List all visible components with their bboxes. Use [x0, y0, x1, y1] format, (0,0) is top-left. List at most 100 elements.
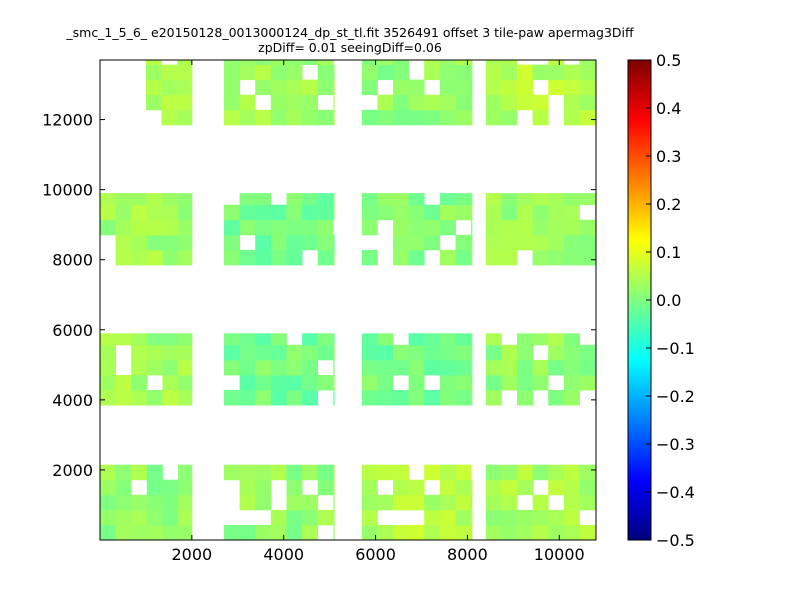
- heatmap-cell: [100, 479, 116, 496]
- heatmap-cell: [286, 64, 303, 81]
- heatmap-cell: [145, 94, 162, 111]
- heatmap-cell: [270, 109, 287, 126]
- heatmap-cell: [501, 464, 518, 481]
- heatmap-cell: [408, 219, 425, 236]
- heatmap-cell: [424, 509, 441, 526]
- heatmap-cell: [286, 494, 303, 511]
- heatmap-cell: [239, 249, 256, 266]
- heatmap-cell: [302, 193, 319, 206]
- heatmap-cell: [563, 509, 580, 526]
- heatmap-cell: [146, 524, 163, 541]
- heatmap-cell: [439, 193, 456, 206]
- heatmap-cell: [424, 464, 441, 481]
- heatmap-cell: [224, 333, 240, 346]
- heatmap-cell: [471, 109, 473, 126]
- heatmap-cell: [255, 359, 272, 376]
- heatmap-cell: [579, 193, 596, 206]
- heatmap-cell: [439, 79, 456, 96]
- heatmap-cell: [485, 60, 502, 65]
- heatmap-cell: [100, 509, 116, 526]
- heatmap-cell: [532, 375, 549, 391]
- heatmap-cell: [424, 234, 441, 251]
- heatmap-cell: [471, 64, 473, 81]
- heatmap-cell: [162, 344, 179, 361]
- heatmap-cell: [161, 94, 178, 111]
- heatmap-cell: [146, 234, 163, 251]
- heatmap-cell: [548, 464, 565, 481]
- heatmap-cell: [177, 60, 193, 65]
- heatmap-cell: [361, 333, 378, 346]
- heatmap-cell: [393, 109, 409, 126]
- heatmap-cell: [439, 249, 456, 266]
- heatmap-cell: [563, 494, 580, 511]
- heatmap-cell: [501, 249, 518, 266]
- heatmap-cell: [408, 479, 425, 496]
- heatmap-cell: [579, 249, 596, 266]
- heatmap-cell: [408, 234, 425, 251]
- heatmap-cell: [455, 390, 472, 406]
- heatmap-cell: [286, 359, 303, 376]
- heatmap-cell: [377, 109, 394, 126]
- heatmap-cell: [286, 375, 303, 391]
- heatmap-cell: [563, 344, 580, 361]
- heatmap-cell: [532, 494, 549, 511]
- heatmap-cell: [485, 344, 502, 361]
- heatmap-cell: [532, 234, 549, 251]
- heatmap-cell: [224, 390, 240, 406]
- heatmap-cell: [239, 60, 256, 65]
- heatmap-cell: [532, 333, 549, 346]
- heatmap-cell: [439, 94, 456, 111]
- heatmap-cell: [408, 79, 425, 96]
- heatmap-cell: [501, 94, 518, 111]
- heatmap-cell: [377, 64, 394, 81]
- heatmap-cell: [255, 464, 272, 481]
- heatmap-cell: [317, 79, 334, 96]
- plot-frame: [99, 59, 597, 541]
- heatmap-cell: [485, 359, 502, 376]
- colorbar-tick-label: 0.3: [656, 147, 681, 166]
- heatmap-cell: [255, 390, 272, 406]
- heatmap-cell: [115, 193, 132, 206]
- heatmap-cell: [302, 464, 319, 481]
- heatmap-cell: [532, 219, 549, 236]
- heatmap-cell: [424, 494, 441, 511]
- heatmap-cell: [485, 109, 502, 126]
- heatmap-cell: [501, 64, 518, 81]
- heatmap-cell: [286, 79, 303, 96]
- heatmap-cell: [302, 344, 319, 361]
- heatmap-cell: [485, 479, 502, 496]
- heatmap-cell: [270, 509, 287, 526]
- heatmap-cell: [455, 494, 472, 511]
- heatmap-cell: [485, 249, 502, 266]
- heatmap-cell: [501, 375, 518, 391]
- heatmap-cell: [408, 524, 425, 541]
- heatmap-cell: [563, 109, 580, 126]
- heatmap-cell: [100, 193, 116, 206]
- heatmap-cell: [517, 464, 533, 481]
- heatmap-cell: [361, 204, 378, 221]
- heatmap-cell: [455, 60, 472, 65]
- heatmap-cell: [162, 375, 179, 391]
- heatmap-cell: [177, 64, 193, 81]
- heatmap-cell: [224, 64, 240, 81]
- heatmap-cell: [302, 219, 319, 236]
- heatmap-cell: [563, 79, 580, 96]
- x-tick-label: 6000: [355, 545, 396, 564]
- heatmap-cell: [224, 109, 240, 126]
- heatmap-cell: [286, 390, 303, 406]
- heatmap-cell: [100, 204, 116, 221]
- heatmap-cell: [439, 359, 456, 376]
- heatmap-cell: [532, 193, 549, 206]
- heatmap-cell: [455, 64, 472, 81]
- heatmap-cell: [532, 249, 549, 266]
- heatmap-cell: [377, 390, 394, 406]
- heatmap-cell: [333, 79, 335, 96]
- heatmap-cell: [471, 333, 473, 346]
- heatmap-cell: [471, 375, 473, 391]
- heatmap-cell: [408, 344, 425, 361]
- heatmap-cell: [178, 375, 193, 391]
- heatmap-cell: [563, 333, 580, 346]
- heatmap-cell: [131, 494, 148, 511]
- heatmap-cell: [393, 60, 409, 65]
